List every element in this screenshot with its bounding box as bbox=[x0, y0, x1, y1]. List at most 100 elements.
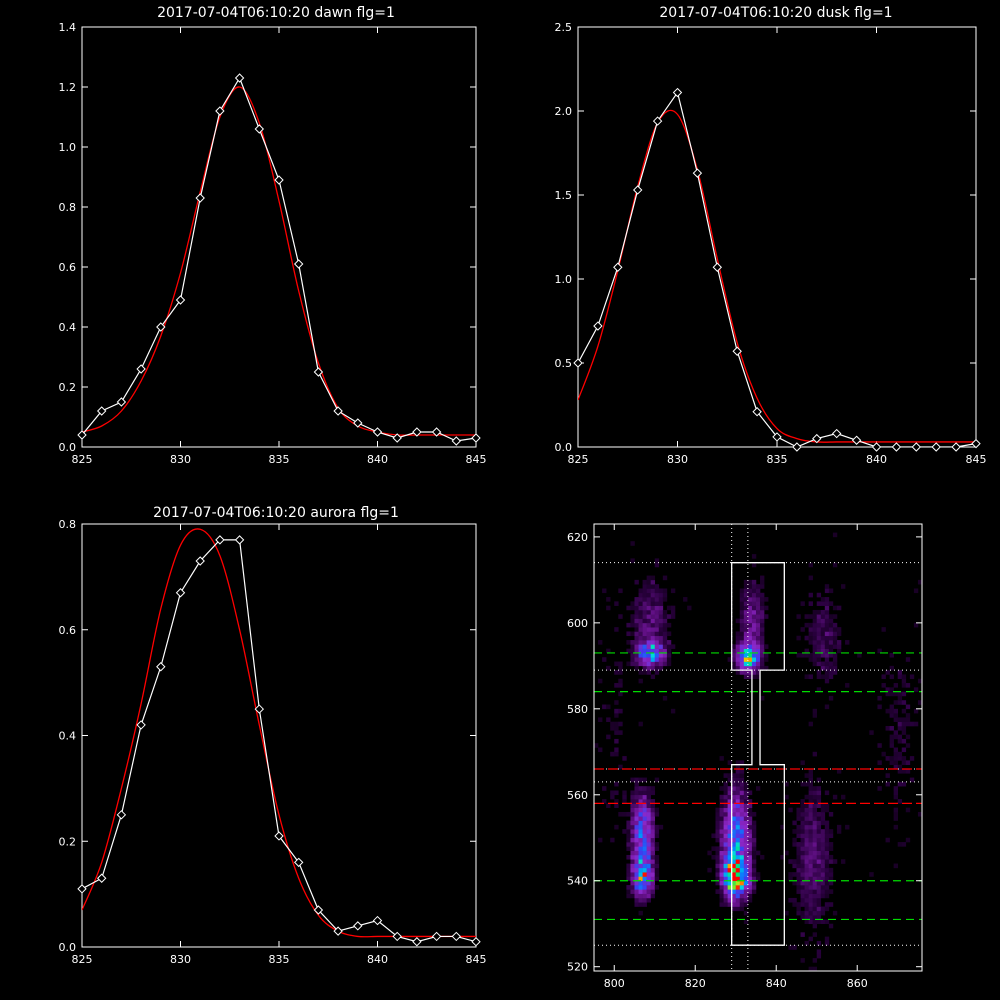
heatmap-cell bbox=[743, 811, 749, 817]
heatmap-cell bbox=[889, 665, 894, 671]
heatmap-cell bbox=[743, 850, 749, 856]
heatmap-cell bbox=[650, 609, 656, 615]
heatmap-cell bbox=[630, 652, 635, 658]
heatmap-cell bbox=[739, 893, 745, 899]
heatmap-cell bbox=[751, 846, 757, 851]
heatmap-cell bbox=[832, 605, 838, 611]
heatmap-cell bbox=[820, 872, 826, 877]
heatmap-cell bbox=[634, 889, 639, 894]
heatmap-cell bbox=[614, 824, 619, 830]
heatmap-cell bbox=[796, 867, 801, 873]
heatmap-cell bbox=[913, 622, 919, 628]
heatmap-cell bbox=[755, 584, 761, 589]
heatmap-cell bbox=[715, 876, 720, 882]
heatmap-cell bbox=[893, 683, 899, 688]
heatmap-cell bbox=[812, 923, 818, 929]
heatmap-cell bbox=[646, 657, 651, 662]
heatmap-cell bbox=[723, 833, 728, 839]
heatmap-cell bbox=[654, 635, 660, 641]
heatmap-cell bbox=[755, 622, 761, 628]
heatmap-cell bbox=[796, 859, 801, 864]
heatmap-cell bbox=[796, 833, 801, 839]
heatmap-cell bbox=[905, 743, 911, 748]
heatmap-cell bbox=[812, 919, 818, 925]
aurora-y-tick-label: 0.0 bbox=[59, 941, 77, 954]
heatmap-cell bbox=[747, 605, 753, 611]
heatmap-cell bbox=[654, 859, 660, 864]
heatmap-cell bbox=[731, 897, 737, 903]
dawn-data-marker bbox=[471, 433, 481, 443]
heatmap-cell bbox=[735, 618, 741, 624]
heatmap-cell bbox=[812, 657, 818, 662]
heatmap-cell bbox=[832, 661, 838, 667]
heatmap-cell bbox=[630, 863, 635, 869]
heatmap-cell bbox=[735, 665, 741, 671]
heatmap-cell bbox=[630, 807, 635, 813]
heatmap-cell bbox=[747, 597, 753, 602]
heatmap-cell bbox=[877, 695, 882, 701]
heatmap-cell bbox=[606, 803, 611, 808]
heatmap-cell bbox=[808, 803, 813, 808]
dawn-x-tick-label: 830 bbox=[170, 453, 191, 466]
heatmap-cell bbox=[650, 579, 656, 585]
heatmap-cell bbox=[747, 833, 753, 839]
heatmap-cell bbox=[626, 893, 631, 899]
heatmap-cell bbox=[816, 949, 822, 955]
heatmap-cell bbox=[816, 790, 822, 796]
heatmap-cell bbox=[820, 648, 826, 654]
heatmap-cell bbox=[804, 863, 809, 869]
heatmap-cell bbox=[650, 833, 656, 839]
heatmap-cell bbox=[662, 592, 668, 598]
heatmap-cell bbox=[634, 640, 639, 645]
heatmap-cell bbox=[760, 614, 765, 619]
heatmap-cell bbox=[735, 640, 741, 645]
heatmap-cell bbox=[634, 880, 639, 886]
heatmap-cell bbox=[739, 773, 745, 778]
heatmap-cell bbox=[743, 640, 749, 645]
heatmap-cell bbox=[885, 670, 890, 675]
heatmap-cell bbox=[755, 850, 761, 856]
heatmap-cell bbox=[747, 876, 753, 882]
heatmap-cell bbox=[751, 885, 757, 890]
heatmap-cell bbox=[654, 872, 660, 877]
heatmap-cell bbox=[646, 846, 651, 851]
heatmap-cell bbox=[642, 670, 647, 675]
heatmap-cell bbox=[634, 614, 639, 619]
heatmap-cell bbox=[812, 863, 818, 869]
heatmap-cell bbox=[650, 880, 656, 886]
heatmap-cell bbox=[642, 605, 647, 611]
heatmap-cell bbox=[727, 902, 732, 907]
heatmap-cell bbox=[800, 837, 805, 843]
heatmap-cell bbox=[743, 786, 749, 791]
heatmap-cell bbox=[824, 601, 830, 606]
heatmap-cell bbox=[804, 854, 809, 860]
heatmap-cell bbox=[630, 790, 635, 796]
heatmap-cell bbox=[828, 923, 834, 929]
heatmap-cell bbox=[804, 919, 809, 925]
heatmap-cell bbox=[642, 777, 647, 783]
heatmap-cell bbox=[836, 631, 842, 637]
heatmap-cell bbox=[824, 833, 830, 839]
heatmap-cell bbox=[715, 846, 720, 851]
heatmap-cell bbox=[739, 631, 745, 637]
aurora-data-marker bbox=[392, 931, 402, 942]
heatmap-cell bbox=[905, 768, 911, 774]
heatmap-cell bbox=[638, 777, 643, 783]
heatmap-cell bbox=[646, 609, 651, 615]
heatmap-cell bbox=[735, 794, 741, 800]
heatmap-cell bbox=[670, 588, 676, 594]
heatmap-cell bbox=[804, 859, 809, 864]
heatmap-cell bbox=[747, 622, 753, 628]
heatmap-cell bbox=[751, 863, 757, 869]
heatmap-cell bbox=[812, 859, 818, 864]
heatmap-cell bbox=[642, 854, 647, 860]
heatmap-cell bbox=[727, 897, 732, 903]
heatmap-cell bbox=[812, 661, 818, 667]
heatmap-cell bbox=[889, 734, 894, 740]
aurora-data-marker bbox=[254, 704, 265, 714]
heatmap-cell bbox=[618, 708, 623, 714]
heatmap-cell bbox=[820, 635, 826, 641]
heatmap-cell bbox=[610, 726, 615, 731]
heatmap-cell bbox=[642, 644, 647, 649]
heatmap-cell bbox=[784, 910, 789, 916]
